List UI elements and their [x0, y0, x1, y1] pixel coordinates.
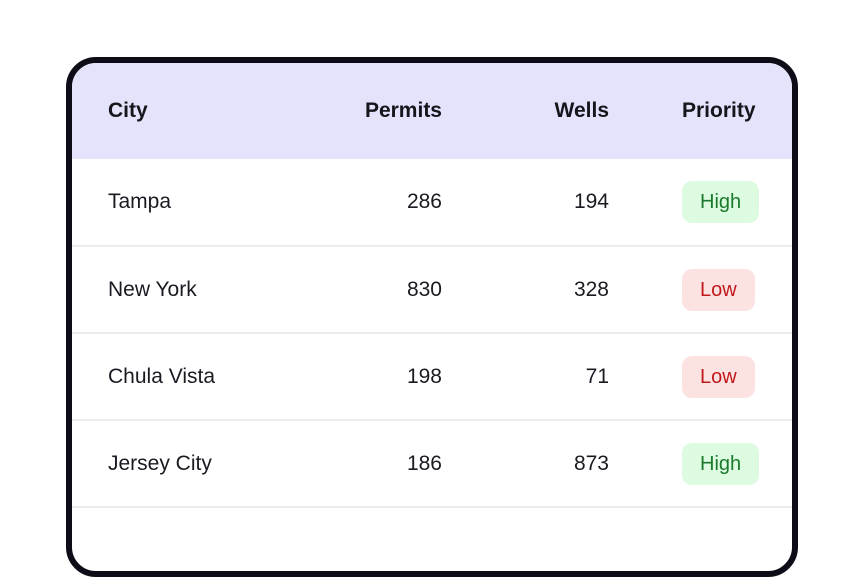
column-header-city[interactable]: City — [108, 99, 148, 122]
table-row[interactable]: Chula Vista 198 71 Low — [72, 333, 792, 420]
priority-badge: High — [682, 442, 760, 485]
column-header-priority[interactable]: Priority — [682, 99, 756, 122]
cell-city: Chula Vista — [108, 364, 216, 388]
cell-permits: 830 — [406, 277, 442, 301]
data-table: City Permits Wells Priority Tampa 286 19… — [72, 63, 792, 508]
table-row[interactable]: Tampa 286 194 High — [72, 159, 792, 246]
cell-permits: 198 — [406, 364, 442, 388]
cell-priority: Low — [609, 333, 792, 420]
cell-wells: 194 — [573, 190, 609, 213]
table-row[interactable]: Jersey City 186 873 High — [72, 420, 792, 507]
data-table-card: City Permits Wells Priority Tampa 286 19… — [66, 57, 798, 577]
cell-city: New York — [108, 277, 197, 301]
cell-permits: 186 — [406, 451, 442, 475]
priority-badge: Low — [682, 268, 755, 311]
priority-badge: High — [682, 181, 760, 223]
cell-wells: 71 — [585, 364, 609, 388]
cell-priority: Low — [609, 246, 792, 333]
priority-badge: Low — [682, 355, 755, 398]
cell-city: Jersey City — [108, 451, 212, 475]
cell-wells: 328 — [573, 277, 609, 301]
cell-priority: High — [609, 159, 792, 246]
table-row[interactable]: New York 830 328 Low — [72, 246, 792, 333]
column-header-permits[interactable]: Permits — [364, 99, 442, 122]
cell-city: Tampa — [108, 190, 172, 213]
cell-priority: High — [609, 420, 792, 507]
table-header-row: City Permits Wells Priority — [72, 63, 792, 159]
cell-permits: 286 — [406, 190, 442, 213]
cell-wells: 873 — [573, 451, 609, 475]
column-header-wells[interactable]: Wells — [554, 99, 609, 122]
